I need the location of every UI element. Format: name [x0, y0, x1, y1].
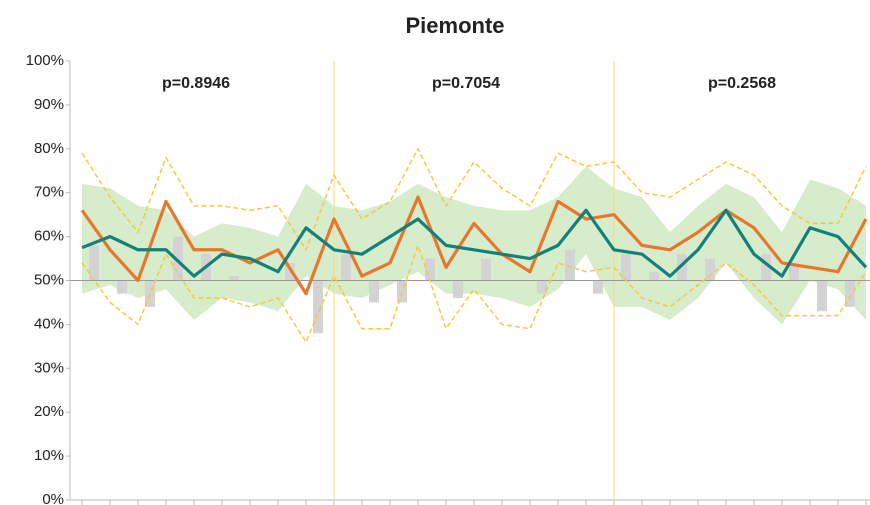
series-line — [80, 195, 868, 296]
confidence-band — [82, 166, 866, 325]
bar — [341, 254, 351, 281]
bar — [173, 236, 183, 281]
dashed-line — [81, 148, 867, 251]
y-tick-label: 80% — [34, 140, 64, 157]
chart-title: Piemonte — [405, 13, 504, 38]
annotation: p=0.2568 — [708, 75, 776, 92]
bar — [593, 280, 603, 294]
y-tick-label: 20% — [34, 403, 64, 420]
bar — [425, 258, 435, 281]
y-tick-label: 70% — [34, 184, 64, 201]
bar — [285, 262, 295, 281]
bar — [761, 254, 771, 281]
y-tick-label: 40% — [34, 315, 64, 332]
dashed-line — [81, 244, 867, 343]
bar — [649, 271, 659, 281]
bar — [89, 245, 99, 281]
bar — [565, 249, 575, 281]
y-tick-label: 60% — [34, 228, 64, 245]
bar — [705, 258, 715, 281]
y-tick-label: 50% — [34, 271, 64, 288]
bar — [537, 280, 547, 294]
y-tick-label: 10% — [34, 447, 64, 464]
bar — [481, 258, 491, 281]
y-tick-label: 100% — [26, 52, 64, 69]
annotation: p=0.7054 — [432, 75, 500, 92]
y-tick-label: 0% — [42, 491, 64, 505]
bar — [817, 280, 827, 312]
bar — [621, 254, 631, 281]
bar — [229, 276, 239, 281]
bar — [677, 254, 687, 281]
bar — [313, 280, 323, 334]
annotation: p=0.8946 — [162, 75, 230, 92]
bar — [453, 280, 463, 299]
bar — [117, 280, 127, 294]
series-line — [81, 208, 868, 278]
bar — [369, 280, 379, 303]
y-tick-label: 90% — [34, 96, 64, 113]
bar — [845, 280, 855, 307]
y-tick-label: 30% — [34, 359, 64, 376]
bar — [789, 262, 799, 281]
